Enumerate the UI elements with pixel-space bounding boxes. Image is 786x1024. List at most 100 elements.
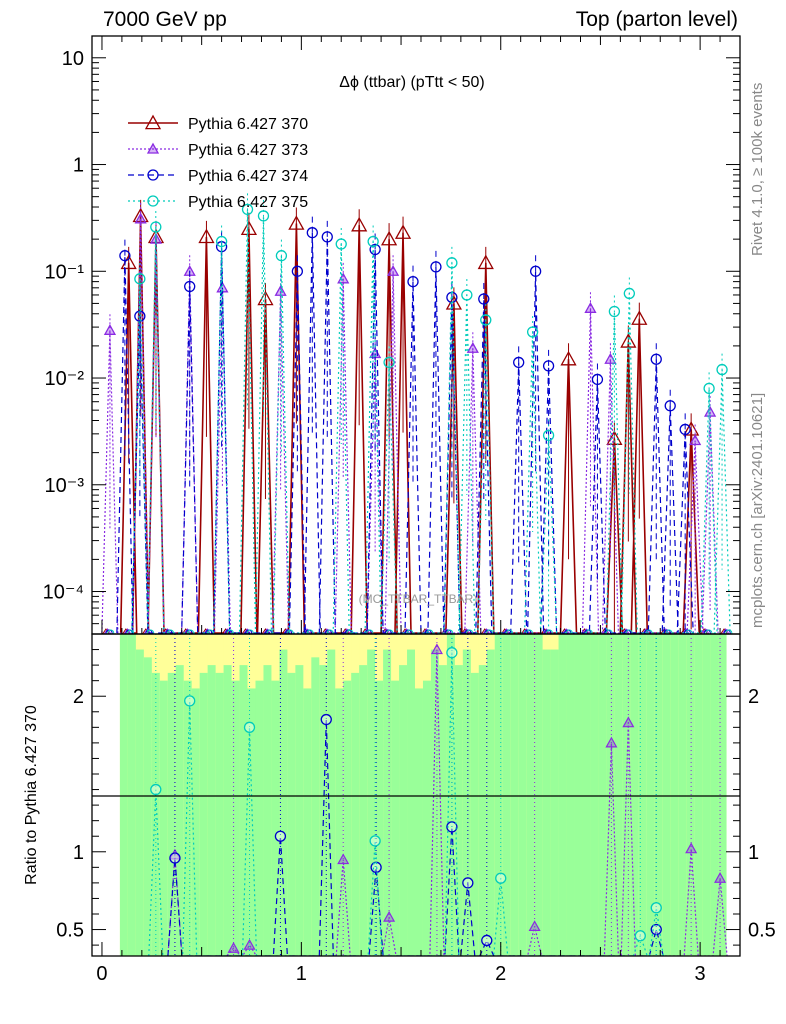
data-point — [631, 310, 648, 325]
ratio-tick-label-right: 2 — [748, 686, 759, 708]
band-green — [430, 649, 440, 956]
floor-marker — [701, 628, 710, 634]
band-green — [415, 688, 424, 956]
data-point — [215, 235, 228, 248]
band-green — [407, 649, 416, 956]
x-tick-label: 0 — [96, 963, 107, 985]
data-point — [288, 215, 305, 230]
band-green — [518, 634, 528, 956]
y-tick-label: 10⁻¹ — [45, 261, 85, 283]
floor-marker — [462, 628, 471, 634]
data-point — [275, 250, 288, 262]
band-green — [215, 672, 225, 956]
band-green — [351, 672, 360, 956]
floor-marker — [645, 629, 653, 634]
floor-marker — [622, 628, 630, 634]
floor-marker — [605, 629, 613, 634]
series-line — [101, 218, 719, 634]
ratio-line — [167, 719, 664, 956]
x-tick-label: 1 — [296, 963, 307, 985]
band-green — [335, 688, 344, 956]
chart-title: Δϕ (ttbar) (pTtt < 50) — [339, 74, 484, 91]
legend-label: Pythia 6.427 370 — [188, 116, 308, 133]
band-green — [486, 649, 496, 956]
band-green — [422, 680, 432, 956]
data-point — [369, 243, 381, 256]
ratio-point — [227, 941, 240, 953]
data-point — [321, 231, 333, 243]
band-green — [502, 634, 512, 956]
ratio-uncertainty-bands — [119, 634, 727, 956]
band-green — [135, 649, 145, 956]
floor-marker — [326, 629, 334, 634]
band-green — [550, 649, 560, 956]
data-point — [584, 301, 597, 313]
floor-marker — [183, 628, 192, 634]
band-green — [646, 634, 655, 956]
floor-marker — [206, 629, 214, 634]
legend-marker — [146, 142, 160, 154]
band-green — [662, 634, 671, 956]
ratio-tick-label-right: 1 — [748, 842, 759, 864]
data-point — [134, 310, 146, 322]
ratio-point — [430, 643, 443, 655]
band-green — [702, 634, 711, 956]
band-green — [582, 634, 591, 956]
data-point — [134, 273, 146, 285]
ratio-point — [622, 716, 635, 728]
band-green — [231, 680, 241, 956]
legend-label: Pythia 6.427 373 — [188, 142, 308, 159]
data-point — [664, 400, 676, 412]
band-green — [446, 634, 456, 956]
floor-marker — [545, 629, 553, 634]
data-point — [150, 221, 162, 233]
floor-marker — [226, 629, 234, 634]
band-green — [686, 634, 695, 956]
band-green — [614, 634, 623, 956]
y-tick-label: 10⁻⁴ — [43, 582, 84, 604]
band-green — [383, 649, 392, 956]
floor-marker — [263, 628, 271, 634]
data-point — [513, 356, 525, 369]
band-green — [199, 672, 209, 956]
ratio-tick-label: 2 — [73, 686, 84, 708]
band-green — [343, 680, 352, 956]
ratio-point — [650, 902, 662, 914]
legend-label: Pythia 6.427 374 — [188, 168, 308, 185]
floor-marker — [681, 628, 690, 634]
ratio-tick-label: 1 — [73, 842, 84, 864]
floor-marker — [442, 628, 451, 634]
band-green — [167, 672, 177, 956]
data-point — [650, 353, 662, 365]
band-green — [678, 634, 687, 956]
data-point — [446, 257, 458, 269]
band-green — [327, 649, 336, 956]
data-point — [679, 423, 691, 436]
band-green — [287, 672, 296, 956]
band-green — [574, 634, 583, 956]
data-point — [291, 265, 304, 277]
ratio-point — [320, 713, 332, 726]
floor-marker — [346, 629, 354, 634]
ratio-point — [495, 872, 507, 884]
data-point — [257, 210, 270, 222]
floor-marker — [705, 629, 713, 634]
floor-marker — [167, 629, 175, 634]
band-green — [670, 634, 679, 956]
band-green — [654, 634, 663, 956]
ratio-line — [148, 652, 664, 956]
ratio-point — [481, 934, 493, 947]
floor-marker — [625, 629, 633, 634]
floor-marker — [203, 628, 212, 634]
legend-marker — [144, 114, 162, 130]
ratio-point — [685, 842, 698, 854]
band-green — [143, 657, 153, 956]
floor-marker — [322, 628, 331, 634]
floor-marker — [406, 629, 414, 634]
band-green — [263, 665, 272, 956]
data-point — [542, 429, 555, 442]
floor-marker — [525, 629, 533, 634]
floor-marker — [386, 629, 394, 634]
ratio-point — [243, 721, 256, 733]
band-green — [558, 634, 568, 956]
